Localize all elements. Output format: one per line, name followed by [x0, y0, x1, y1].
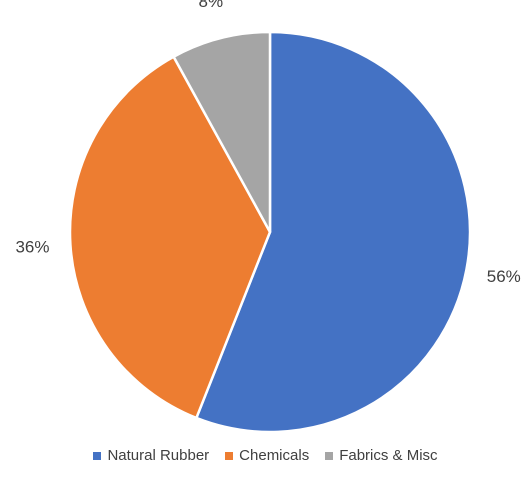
legend-label-fabrics-misc: Fabrics & Misc	[339, 447, 438, 464]
legend-item-natural-rubber: Natural Rubber	[93, 447, 209, 464]
pie-slice-fabrics-misc	[172, 30, 272, 234]
data-label-natural-rubber: 56%	[487, 267, 521, 286]
data-label-chemicals: 36%	[15, 237, 49, 256]
legend-label-chemicals: Chemicals	[239, 447, 310, 464]
legend-label-natural-rubber: Natural Rubber	[107, 447, 210, 464]
pie-slices	[68, 30, 472, 434]
legend-item-fabrics-misc: Fabrics & Misc	[325, 447, 438, 464]
pie-slice-chemicals	[68, 55, 272, 420]
pie-data-labels: 56% 36% 8%	[15, 0, 520, 286]
pie-slice-natural-rubber	[195, 30, 472, 434]
legend-swatch-chemicals	[225, 451, 234, 460]
chart-legend: Natural Rubber Chemicals Fabrics & Misc	[0, 447, 531, 464]
legend-swatch-fabrics-misc	[325, 451, 334, 460]
legend-item-chemicals: Chemicals	[225, 447, 309, 464]
data-label-fabrics-misc: 8%	[199, 0, 224, 11]
legend-swatch-natural-rubber	[93, 451, 102, 460]
